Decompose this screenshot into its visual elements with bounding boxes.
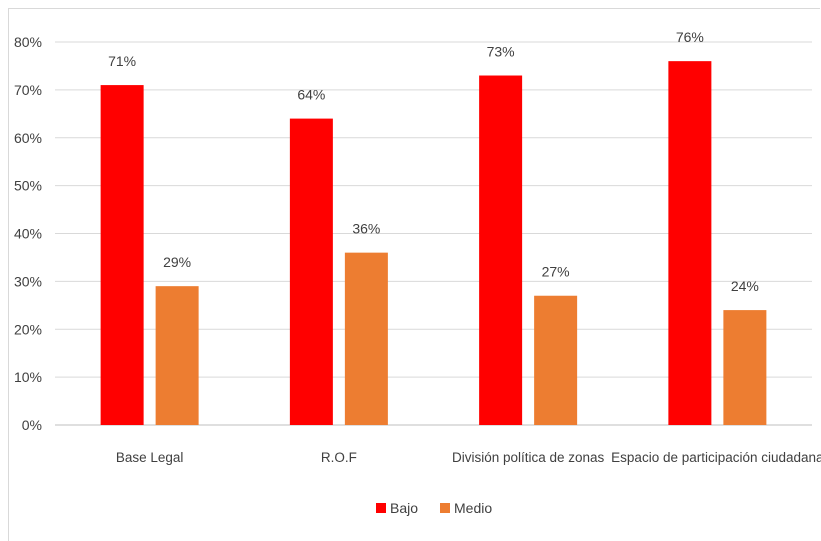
bar-bajo bbox=[668, 61, 712, 426]
x-category-label: División política de zonas bbox=[452, 450, 605, 465]
y-tick-label: 30% bbox=[14, 273, 42, 289]
legend-label-medio: Medio bbox=[454, 500, 492, 516]
data-label: 76% bbox=[676, 29, 704, 45]
data-label: 29% bbox=[163, 254, 191, 270]
bar-medio bbox=[723, 310, 767, 425]
data-label: 27% bbox=[542, 264, 570, 280]
data-label: 64% bbox=[297, 87, 325, 103]
legend-swatch-bajo bbox=[376, 503, 386, 513]
y-tick-label: 80% bbox=[14, 34, 42, 50]
legend-label-bajo: Bajo bbox=[390, 500, 418, 516]
data-label: 73% bbox=[487, 44, 515, 60]
y-tick-label: 0% bbox=[22, 417, 42, 433]
bar-bajo bbox=[289, 118, 333, 425]
x-axis: Base Legal R.O.F División política de zona… bbox=[116, 450, 821, 465]
x-category-label: R.O.F bbox=[321, 450, 357, 465]
y-tick-label: 70% bbox=[14, 82, 42, 98]
bar-medio bbox=[534, 295, 578, 425]
y-tick-label: 40% bbox=[14, 226, 42, 242]
legend-swatch-medio bbox=[440, 503, 450, 513]
y-tick-label: 60% bbox=[14, 130, 42, 146]
bars bbox=[100, 61, 767, 426]
legend: Bajo Medio bbox=[376, 500, 492, 516]
bar-medio bbox=[155, 286, 199, 425]
y-tick-label: 10% bbox=[14, 369, 42, 385]
x-category-label: Base Legal bbox=[116, 450, 184, 465]
y-tick-label: 20% bbox=[14, 321, 42, 337]
data-label: 36% bbox=[352, 221, 380, 237]
data-labels: 71% 29% 64% 36% 73% 27% 76% 24% bbox=[108, 29, 759, 294]
y-axis: 0% 10% 20% 30% 40% 50% 60% 70% 80% bbox=[14, 34, 42, 433]
data-label: 71% bbox=[108, 53, 136, 69]
x-category-label: Espacio de participación ciudadana bbox=[611, 450, 821, 465]
y-tick-label: 50% bbox=[14, 178, 42, 194]
data-label: 24% bbox=[731, 278, 759, 294]
chart-frame bbox=[8, 8, 820, 541]
bar-bajo bbox=[100, 85, 144, 426]
bar-bajo bbox=[479, 75, 523, 425]
bar-medio bbox=[344, 252, 388, 425]
